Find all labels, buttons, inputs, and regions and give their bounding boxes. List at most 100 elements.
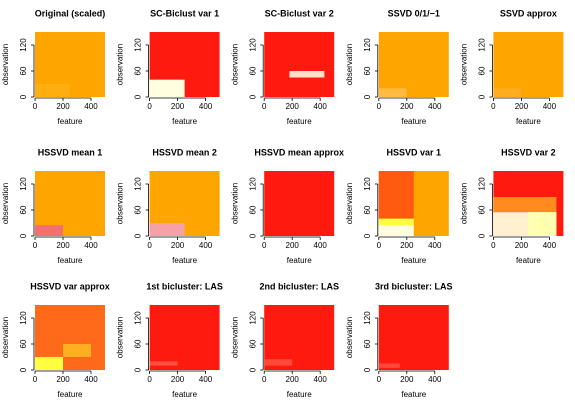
x-axis-label: feature — [287, 390, 312, 399]
panel: HSSVD var approx 0 200 400 0 60 120 feature obse… — [1, 281, 110, 399]
x-axis-label: feature — [401, 390, 426, 399]
panel: 1st bicluster: LAS 0 200 400 0 60 120 feature ob… — [116, 281, 223, 399]
y-tick-label: 120 — [248, 38, 257, 52]
panel: Original (scaled) 0 200 400 0 60 120 feature obs… — [1, 8, 105, 126]
y-axis-label: observation — [345, 317, 354, 358]
heatmap-background — [264, 32, 335, 97]
heatmap-block — [378, 171, 414, 219]
x-axis-label: feature — [172, 390, 197, 399]
x-tick-label: 0 — [147, 375, 152, 384]
panel: HSSVD mean 2 0 200 400 0 60 120 feature observat… — [116, 147, 220, 265]
x-axis-label: feature — [58, 256, 83, 265]
x-tick-label: 200 — [171, 102, 185, 111]
x-tick-label: 200 — [56, 241, 70, 250]
x-tick-label: 200 — [56, 375, 70, 384]
y-tick-label: 120 — [19, 177, 28, 191]
heatmap-block — [63, 344, 91, 357]
x-tick-label: 0 — [262, 102, 267, 111]
x-tick-label: 400 — [314, 241, 328, 250]
y-tick-label: 60 — [19, 339, 28, 348]
x-tick-label: 400 — [543, 241, 557, 250]
heatmap-background — [149, 305, 220, 370]
y-tick-label: 60 — [363, 339, 372, 348]
y-tick-label: 120 — [19, 38, 28, 52]
y-tick-label: 60 — [19, 205, 28, 214]
x-tick-label: 200 — [171, 375, 185, 384]
y-tick-label: 0 — [363, 94, 372, 99]
y-axis-label: observation — [116, 183, 125, 224]
panel-title: Original (scaled) — [35, 8, 106, 18]
x-tick-label: 400 — [543, 102, 557, 111]
heatmap-block — [35, 357, 63, 370]
heatmap-block — [378, 363, 400, 368]
y-tick-label: 60 — [19, 66, 28, 75]
heatmap-background — [493, 32, 564, 97]
heatmap-block — [378, 88, 407, 97]
panel-title: 2nd bicluster: LAS — [259, 281, 339, 291]
y-tick-label: 0 — [478, 94, 487, 99]
x-axis-label: feature — [401, 117, 426, 126]
heatmap-background — [378, 305, 449, 370]
x-tick-label: 0 — [147, 102, 152, 111]
x-axis-label: feature — [516, 117, 541, 126]
x-tick-label: 400 — [428, 241, 442, 250]
x-axis-label: feature — [172, 117, 197, 126]
y-tick-label: 120 — [134, 38, 143, 52]
panel-title: HSSVD mean approx — [254, 147, 344, 157]
x-axis-label: feature — [58, 117, 83, 126]
panel-title: SC-Biclust var 1 — [150, 8, 219, 18]
y-tick-label: 0 — [248, 233, 257, 238]
heatmap-background — [378, 32, 449, 97]
y-tick-label: 60 — [363, 205, 372, 214]
panel-title: HSSVD var 2 — [501, 147, 556, 157]
x-tick-label: 400 — [84, 375, 98, 384]
panel: 2nd bicluster: LAS 0 200 400 0 60 120 feature ob… — [230, 281, 339, 399]
panel-title: HSSVD var 1 — [387, 147, 442, 157]
y-tick-label: 60 — [134, 339, 143, 348]
panel: SC-Biclust var 1 0 200 400 0 60 120 feature obse… — [116, 8, 220, 126]
x-tick-label: 0 — [491, 241, 496, 250]
y-tick-label: 0 — [134, 94, 143, 99]
y-axis-label: observation — [460, 44, 469, 85]
x-tick-label: 0 — [262, 241, 267, 250]
y-tick-label: 60 — [248, 205, 257, 214]
panel-title: 1st bicluster: LAS — [146, 281, 223, 291]
y-tick-label: 120 — [19, 311, 28, 325]
y-tick-label: 0 — [19, 233, 28, 238]
y-axis-label: observation — [1, 317, 10, 358]
x-tick-label: 400 — [84, 102, 98, 111]
y-tick-label: 120 — [134, 177, 143, 191]
x-tick-label: 200 — [171, 241, 185, 250]
y-tick-label: 120 — [363, 38, 372, 52]
x-tick-label: 400 — [428, 375, 442, 384]
x-axis-label: feature — [287, 117, 312, 126]
heatmap-block — [149, 79, 185, 97]
y-axis-label: observation — [460, 183, 469, 224]
y-tick-label: 120 — [248, 311, 257, 325]
panel-title: HSSVD mean 2 — [152, 147, 217, 157]
panel-title: HSSVD mean 1 — [38, 147, 103, 157]
y-tick-label: 120 — [478, 177, 487, 191]
x-tick-label: 200 — [56, 102, 70, 111]
y-tick-label: 120 — [363, 177, 372, 191]
x-tick-label: 400 — [314, 375, 328, 384]
x-axis-label: feature — [287, 256, 312, 265]
y-axis-label: observation — [230, 44, 239, 85]
heatmap-block — [35, 225, 63, 236]
y-tick-label: 0 — [134, 233, 143, 238]
x-tick-label: 0 — [33, 241, 38, 250]
y-tick-label: 0 — [134, 367, 143, 372]
x-tick-label: 400 — [314, 102, 328, 111]
panel: HSSVD mean approx 0 200 400 0 60 120 feature obs… — [230, 147, 344, 265]
x-tick-label: 0 — [33, 102, 38, 111]
panel-title: SSVD approx — [500, 8, 557, 18]
x-tick-label: 0 — [377, 241, 382, 250]
x-tick-label: 200 — [286, 375, 300, 384]
x-tick-label: 200 — [515, 102, 529, 111]
y-axis-label: observation — [345, 44, 354, 85]
panel-title: 3rd bicluster: LAS — [375, 281, 453, 291]
x-tick-label: 0 — [262, 375, 267, 384]
x-axis-label: feature — [516, 256, 541, 265]
y-axis-label: observation — [345, 183, 354, 224]
